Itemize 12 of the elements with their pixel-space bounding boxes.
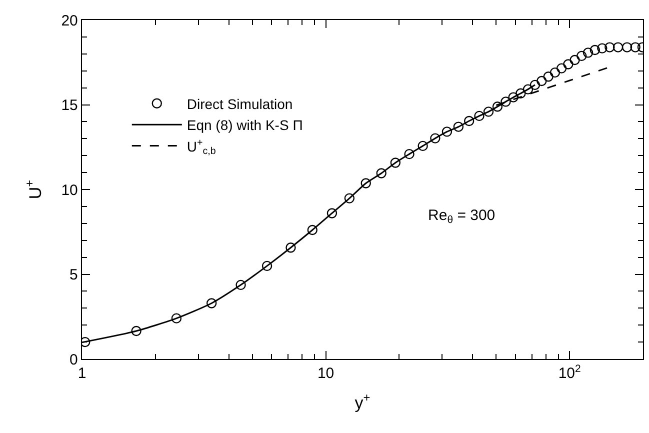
legend-label: Eqn (8) with K-S Π — [186, 117, 303, 134]
y-tick-label: 20 — [61, 12, 78, 30]
x-axis-title: y$^{+}$ — [354, 390, 370, 412]
y-tick-label: 0 — [70, 351, 78, 368]
x-tick-label: 1 — [78, 365, 86, 382]
y-tick-label: 5 — [70, 266, 78, 284]
x-tick-label: 10 — [317, 365, 334, 382]
x-tick-label: 10$^{2}$ — [558, 362, 582, 382]
y-tick-label: 10 — [61, 182, 78, 199]
legend-label: Direct Simulation — [186, 96, 293, 112]
y-tick-label: 15 — [61, 97, 78, 114]
annotation: Re$_{θ}$ = 300 — [428, 207, 496, 226]
